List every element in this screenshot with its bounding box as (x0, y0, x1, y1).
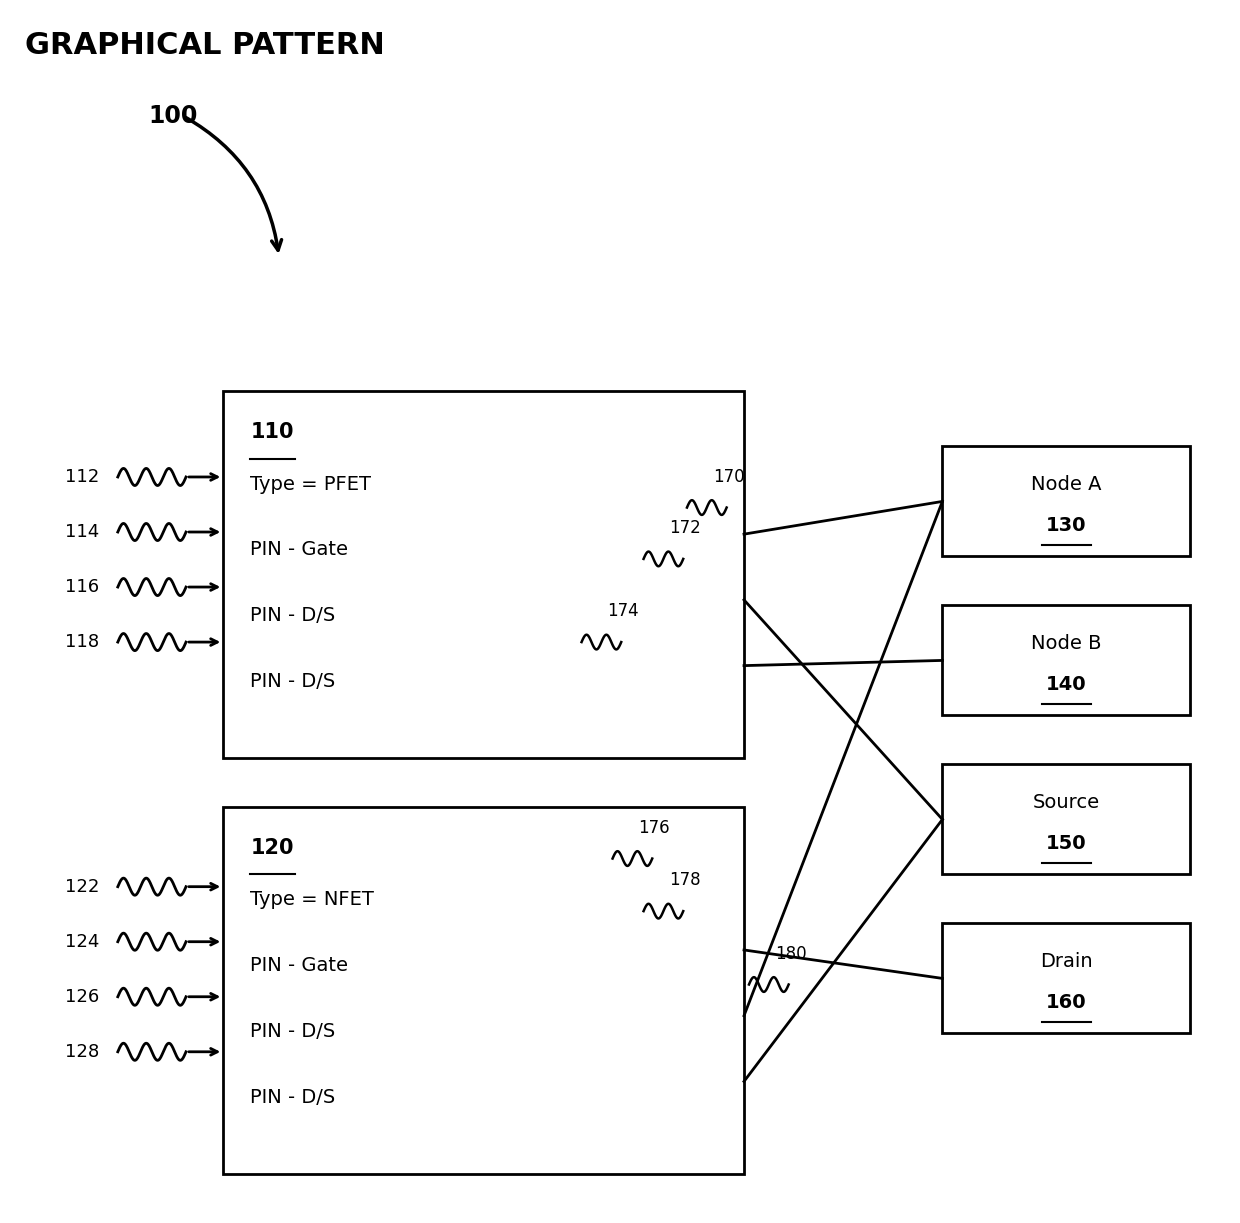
Text: 126: 126 (64, 988, 99, 1005)
Text: 150: 150 (1047, 834, 1086, 854)
Bar (942, 764, 1190, 874)
Text: 124: 124 (64, 933, 99, 950)
Text: 170: 170 (713, 467, 745, 486)
Bar (223, 391, 744, 758)
Text: 114: 114 (64, 523, 99, 541)
Text: 180: 180 (775, 944, 807, 963)
Text: 122: 122 (64, 878, 99, 895)
Text: 140: 140 (1047, 675, 1086, 695)
Text: 176: 176 (639, 818, 671, 837)
Text: 120: 120 (250, 838, 294, 857)
Text: Source: Source (1033, 794, 1100, 812)
Text: 160: 160 (1047, 993, 1086, 1013)
Text: PIN - Gate: PIN - Gate (250, 541, 348, 559)
Text: 112: 112 (64, 468, 99, 486)
Text: 128: 128 (64, 1043, 99, 1060)
Text: PIN - D/S: PIN - D/S (250, 607, 336, 625)
Text: GRAPHICAL PATTERN: GRAPHICAL PATTERN (25, 31, 384, 60)
Text: 110: 110 (250, 422, 294, 442)
Text: 178: 178 (670, 871, 702, 889)
Text: PIN - D/S: PIN - D/S (250, 671, 336, 691)
Text: PIN - Gate: PIN - Gate (250, 956, 348, 975)
Text: Node A: Node A (1032, 476, 1101, 494)
Text: 116: 116 (64, 578, 99, 596)
Text: Node B: Node B (1032, 635, 1101, 653)
Bar (223, 807, 744, 1174)
Text: PIN - D/S: PIN - D/S (250, 1087, 336, 1107)
Bar (942, 605, 1190, 715)
Text: 130: 130 (1047, 516, 1086, 536)
Text: 172: 172 (670, 519, 702, 537)
Text: 100: 100 (149, 104, 198, 128)
Text: PIN - D/S: PIN - D/S (250, 1022, 336, 1041)
Text: Type = PFET: Type = PFET (250, 475, 372, 494)
Text: 174: 174 (608, 602, 640, 620)
Text: 118: 118 (64, 634, 99, 651)
Bar (942, 446, 1190, 556)
Bar (942, 923, 1190, 1033)
Text: Type = NFET: Type = NFET (250, 890, 374, 910)
Text: Drain: Drain (1040, 953, 1092, 971)
